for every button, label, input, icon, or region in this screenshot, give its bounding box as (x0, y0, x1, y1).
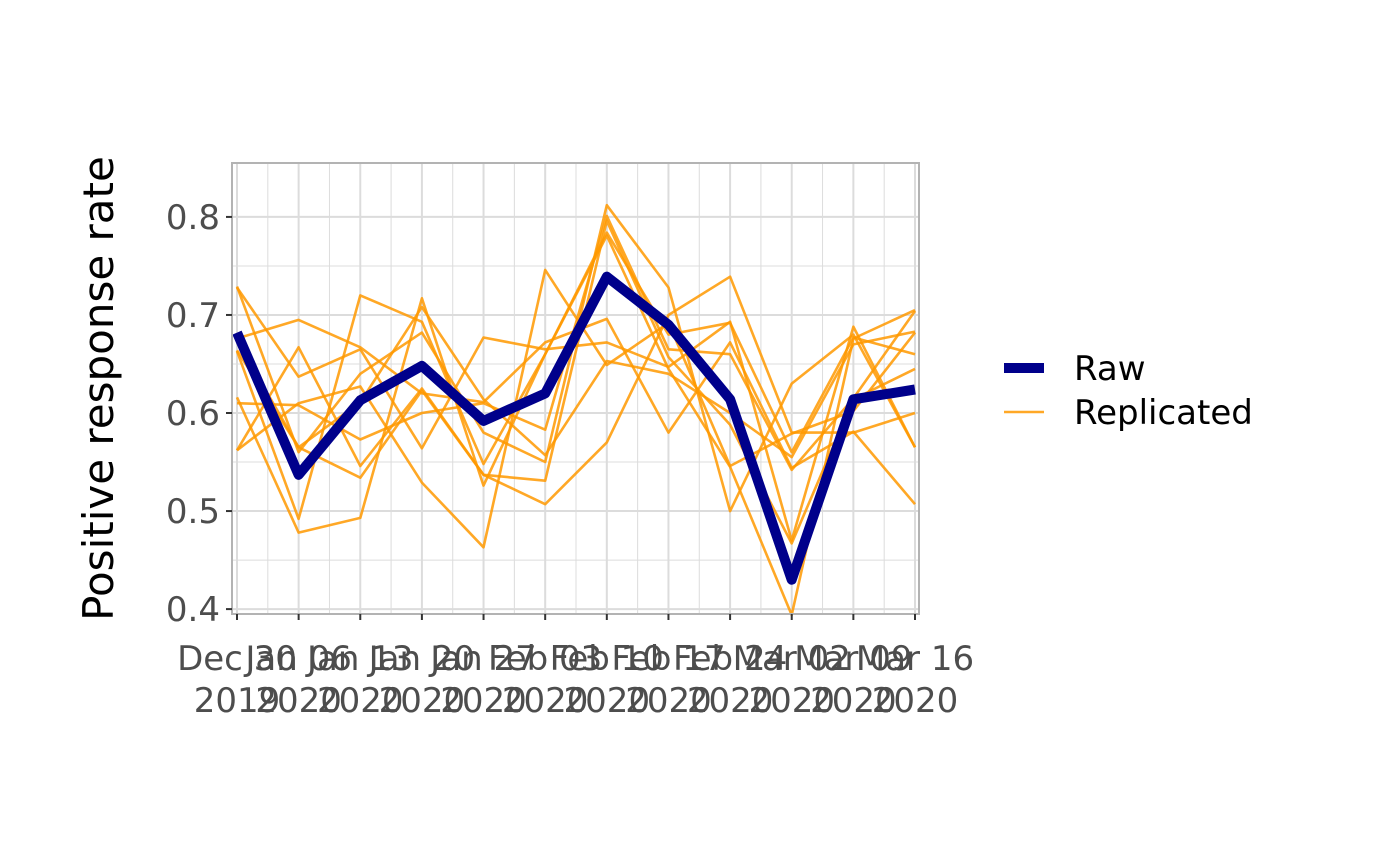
raw-series-layer (232, 271, 916, 585)
x-tick-label: 2020 (255, 681, 342, 721)
x-tick-label: 2019 (194, 681, 281, 721)
x-tick-label: Mar 09 (794, 639, 912, 679)
y-tick-label: 0.5 (166, 492, 220, 532)
x-tick-label: 2020 (317, 681, 404, 721)
x-tick-label: Jan 20 (367, 639, 475, 679)
x-tick-label: Feb 10 (550, 639, 664, 679)
series-line-replicated-3 (235, 275, 916, 506)
y-tick-labels: 0.4 0.5 0.6 0.7 0.8 (166, 198, 220, 630)
y-tick-label: 0.6 (166, 394, 220, 434)
x-tick-label: Jan 13 (305, 639, 413, 679)
x-tick-label: Dec 30 (177, 639, 297, 679)
x-tick-label: Feb 03 (488, 639, 602, 679)
legend-label-raw: Raw (1074, 349, 1146, 389)
series-line-replicated-4 (235, 234, 916, 617)
series-line-replicated-8 (235, 219, 916, 545)
x-tick-label: Mar 02 (733, 639, 851, 679)
series-line-replicated-7 (236, 214, 917, 472)
x-tick-label: 2020 (625, 681, 712, 721)
x-tick-label: 2020 (810, 681, 897, 721)
x-tick-label: 2020 (379, 681, 466, 721)
series-line-raw (232, 271, 916, 585)
x-tick-label: 2020 (687, 681, 774, 721)
panel-border (231, 162, 920, 615)
x-tick-label: 2020 (872, 681, 959, 721)
x-tick-label: 2020 (748, 681, 835, 721)
y-tick-label: 0.8 (166, 198, 220, 238)
x-tick-label: Mar 16 (856, 639, 974, 679)
x-tick-label: 2020 (502, 681, 589, 721)
x-tick-label: Feb 17 (611, 639, 725, 679)
y-axis-title: Positive response rate (74, 156, 123, 621)
axis-ticks-layer (226, 215, 916, 620)
y-tick-label: 0.4 (166, 590, 220, 630)
x-tick-label: 2020 (440, 681, 527, 721)
series-line-replicated-9 (236, 268, 917, 549)
y-tick-label: 0.7 (166, 296, 220, 336)
x-tick-label: Jan 06 (243, 639, 351, 679)
x-tick-label: Jan 27 (428, 639, 536, 679)
x-tick-label: Feb 24 (673, 639, 787, 679)
x-tick-label: 2020 (564, 681, 651, 721)
legend-label-replicated: Replicated (1074, 393, 1253, 433)
